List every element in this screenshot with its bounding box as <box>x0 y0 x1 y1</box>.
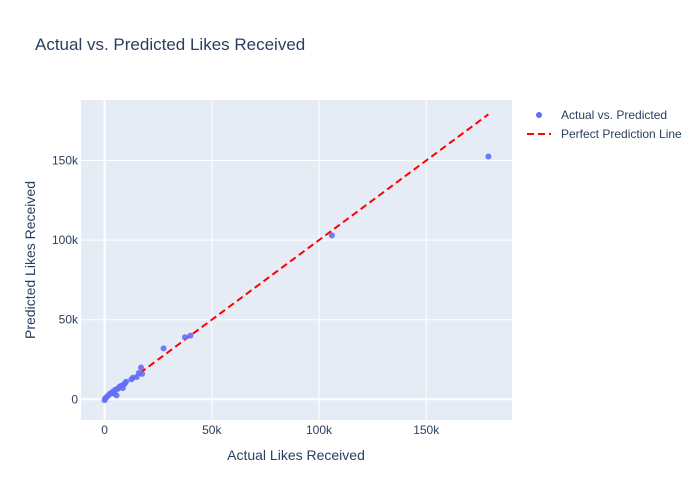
legend-item[interactable]: Perfect Prediction Line <box>527 127 682 141</box>
data-point <box>138 364 145 371</box>
x-tick-label: 100k <box>306 423 333 437</box>
perfect-prediction-line <box>103 113 490 401</box>
grid-lines <box>81 100 512 420</box>
data-point <box>187 332 194 339</box>
legend-label: Actual vs. Predicted <box>561 108 667 122</box>
y-axis-title: Predicted Likes Received <box>22 181 38 339</box>
data-point <box>181 334 188 341</box>
x-axis-title: Actual Likes Received <box>227 447 365 463</box>
x-axis-ticks: 0 50k 100k 150k <box>101 423 440 437</box>
data-point <box>139 370 146 377</box>
data-point <box>113 392 120 399</box>
chart-title: Actual vs. Predicted Likes Received <box>35 35 305 54</box>
x-tick-label: 150k <box>413 423 440 437</box>
y-tick-label: 100k <box>52 233 79 247</box>
y-axis-ticks: 0 50k 100k 150k <box>52 153 79 406</box>
x-tick-label: 50k <box>202 423 222 437</box>
series-points <box>101 153 492 404</box>
y-tick-label: 0 <box>71 392 78 406</box>
y-tick-label: 150k <box>52 153 79 167</box>
series-lines <box>103 113 490 401</box>
legend-marker-symbol <box>536 112 542 118</box>
data-point <box>485 153 492 160</box>
data-point <box>123 378 130 385</box>
legend-label: Perfect Prediction Line <box>561 127 682 141</box>
legend[interactable]: Actual vs. Predicted Perfect Prediction L… <box>527 108 682 141</box>
y-tick-label: 50k <box>59 313 79 327</box>
data-point <box>160 345 167 352</box>
x-tick-label: 0 <box>101 423 108 437</box>
legend-item[interactable]: Actual vs. Predicted <box>536 108 667 122</box>
data-point <box>328 232 335 239</box>
plot-area <box>81 100 512 420</box>
